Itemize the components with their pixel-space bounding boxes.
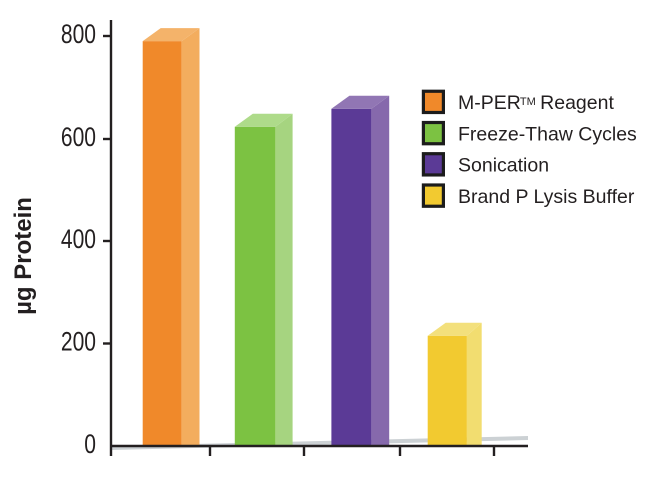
svg-text:200: 200 — [61, 327, 96, 357]
svg-text:400: 400 — [61, 225, 96, 255]
svg-text:0: 0 — [84, 430, 96, 460]
svg-text:Sonication: Sonication — [458, 155, 549, 177]
svg-text:M-PERTM Reagent: M-PERTM Reagent — [458, 92, 614, 114]
svg-text:600: 600 — [61, 123, 96, 153]
svg-text:800: 800 — [61, 20, 96, 50]
svg-text:µg Protein: µg Protein — [10, 197, 37, 315]
svg-text:Brand P Lysis Buffer: Brand P Lysis Buffer — [458, 186, 635, 208]
svg-text:Freeze-Thaw Cycles: Freeze-Thaw Cycles — [458, 124, 637, 146]
